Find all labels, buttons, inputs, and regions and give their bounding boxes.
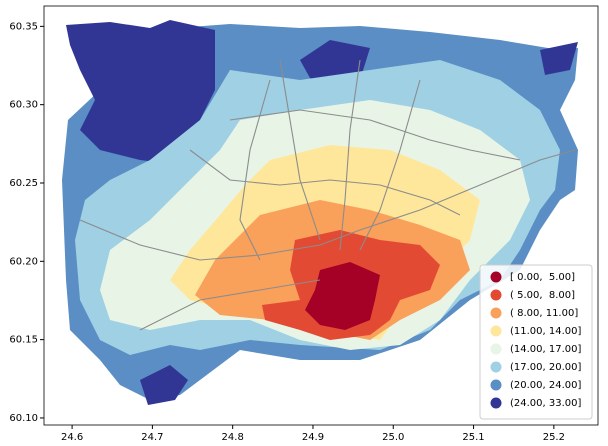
legend-label: (17.00, 20.00] <box>510 362 582 373</box>
y-tick-label: 60.20 <box>9 256 38 267</box>
legend-label: (20.00, 24.00] <box>510 380 582 391</box>
road <box>139 279 321 331</box>
y-tick-label: 60.15 <box>9 335 38 346</box>
x-tick-label: 24.8 <box>222 432 244 443</box>
y-tick-label: 60.30 <box>9 100 38 111</box>
x-tick-label: 24.7 <box>141 432 163 443</box>
legend-marker <box>490 289 502 301</box>
road <box>239 59 421 261</box>
legend-label: (14.00, 17.00] <box>510 344 582 355</box>
legend-marker <box>490 397 502 409</box>
road <box>79 149 576 261</box>
plot-frame <box>43 5 599 426</box>
y-tick-label: 60.35 <box>9 21 38 32</box>
legend-marker <box>490 343 502 355</box>
legend-label: [ 0.00, 5.00] <box>510 272 575 283</box>
legend-marker <box>490 307 502 319</box>
legend-marker <box>490 379 502 391</box>
road <box>189 149 461 216</box>
zone-0-5 <box>305 262 380 330</box>
legend-box <box>479 264 593 420</box>
x-tick-label: 25.2 <box>543 432 565 443</box>
x-tick-label: 24.9 <box>302 432 324 443</box>
map-area <box>62 20 578 405</box>
y-tick-label: 60.10 <box>9 413 38 424</box>
legend-marker <box>490 361 502 373</box>
legend-label: (24.00, 33.00] <box>510 398 582 409</box>
x-tick-label: 25.1 <box>462 432 484 443</box>
zone-24-33 <box>66 20 578 405</box>
legend-marker <box>490 325 502 337</box>
x-tick-label: 24.6 <box>61 432 83 443</box>
legend-marker <box>490 271 502 283</box>
legend-label: (11.00, 14.00] <box>510 326 582 337</box>
y-tick-label: 60.25 <box>9 178 38 189</box>
x-tick-label: 25.0 <box>382 432 404 443</box>
legend-label: ( 5.00, 8.00] <box>510 290 575 301</box>
legend: [ 0.00, 5.00] ( 5.00, 8.00] ( 8.00, 11.00]… <box>479 264 593 420</box>
legend-label: ( 8.00, 11.00] <box>510 308 578 319</box>
